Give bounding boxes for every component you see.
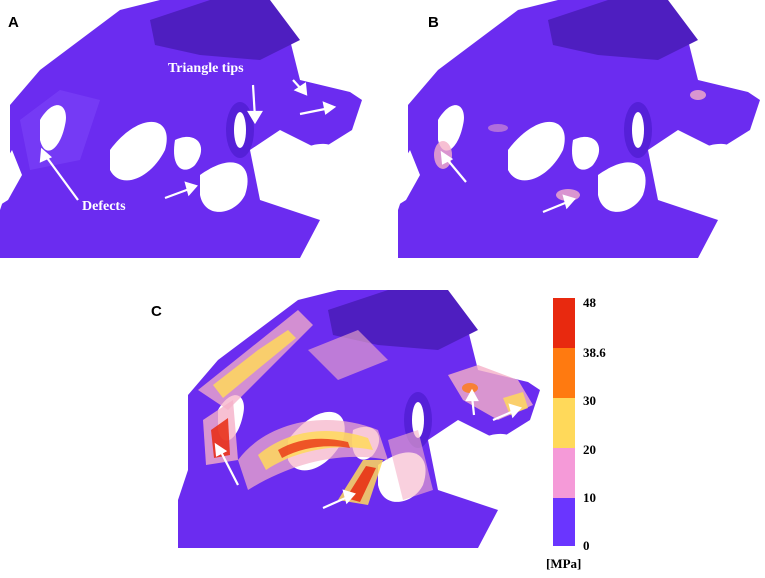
colorbar-tick-48: 48 [583, 295, 596, 310]
colorbar [553, 298, 575, 546]
colorbar-band-20-30 [553, 398, 575, 448]
colorbar-band-40-48 [553, 298, 575, 348]
panel-c-render [178, 290, 548, 548]
colorbar-tick-10: 10 [583, 490, 596, 505]
colorbar-tick-30: 30 [583, 393, 596, 408]
colorbar-tick-20: 20 [583, 442, 596, 457]
colorbar-tick-0: 0 [583, 538, 590, 553]
annotation-arrows [440, 150, 576, 214]
colorbar-unit: [MPa] [546, 556, 582, 571]
panel-a-render: Triangle tips Defects [0, 0, 370, 258]
scaffold-structure [398, 0, 765, 258]
panel-label-c: C [151, 303, 162, 320]
panel-b-render [398, 0, 765, 258]
colorbar-tick-38.6: 38.6 [583, 345, 606, 360]
panel-b [398, 0, 765, 258]
panel-c [178, 290, 548, 548]
triangle-tips-annotation: Triangle tips [168, 61, 244, 76]
colorbar-band-30-38.6 [553, 348, 575, 398]
panel-label-b: B [428, 14, 439, 31]
annotation-arrows [39, 79, 337, 201]
panel-a: Triangle tips Defects [0, 0, 370, 258]
stress-highlights [434, 90, 706, 201]
defects-annotation: Defects [82, 199, 126, 214]
colorbar-band-10-20 [553, 448, 575, 498]
panel-label-a: A [8, 14, 19, 31]
scaffold-structure [0, 0, 370, 258]
annotation-arrows [214, 388, 522, 510]
colorbar-band-0-10 [553, 498, 575, 546]
